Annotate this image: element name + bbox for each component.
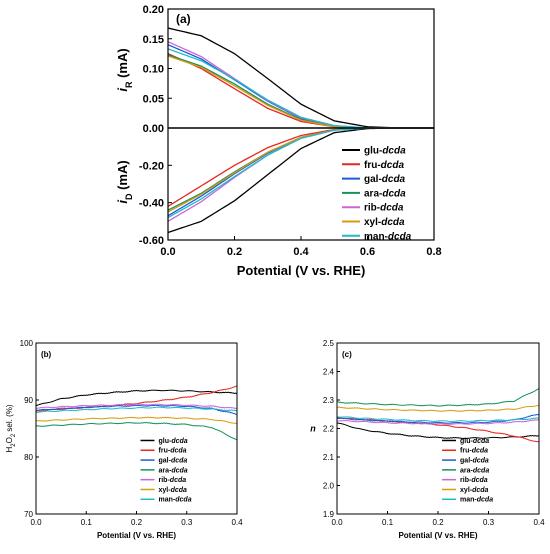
xtick-label: 0.1 — [81, 518, 93, 527]
legend-label-man-dcda: man-dcda — [364, 231, 412, 242]
xtick-label: 0.1 — [382, 518, 394, 527]
ytick-label: 2.4 — [323, 368, 335, 377]
panel-label-a: (a) — [176, 12, 191, 26]
series-rib-dcda — [336, 419, 540, 425]
axes-frame — [336, 342, 540, 515]
y-axis-label-iR: iR (mA) — [115, 48, 134, 91]
legend-label-gal-dcda: gal-dcda — [159, 458, 188, 465]
xtick-label: 0.3 — [483, 518, 495, 527]
series-glu-dcda — [336, 422, 540, 440]
ytick-label-iR: 0.05 — [143, 93, 164, 105]
panel-c: 1.9 2.0 2.1 2.2 2.3 2.4 2.5 0.0 0.1 0.2 0.3 0.4 (c) P… — [310, 339, 545, 540]
series-gal-dcda — [35, 404, 238, 415]
x-axis-label: Potential (V vs. RHE) — [97, 531, 176, 540]
series-iR-glu-dcda — [167, 27, 434, 129]
legend-label-glu-dcda: glu-dcda — [460, 438, 489, 445]
series-fru-dcda — [336, 416, 540, 443]
legend-label-man-dcda: man-dcda — [159, 497, 192, 504]
xtick-label: 0.3 — [181, 518, 193, 527]
panel-b: 70 80 90 100 0.0 0.1 0.2 0.3 0.4 (b) Potential (V … — [5, 339, 243, 540]
series-rib-dcda — [35, 403, 238, 410]
ytick-label: 2.1 — [323, 453, 335, 462]
x-axis-label: Potential (V vs. RHE) — [398, 531, 477, 540]
legend-label-rib-dcda: rib-dcda — [159, 477, 187, 484]
panel-a: 0.00 0.05 0.10 0.15 0.20 -0.60 -0.40 -0.20 0.0 0.… — [115, 4, 442, 278]
legend-label-fru-dcda: fru-dcda — [159, 448, 187, 455]
ytick-label-iD: -0.60 — [139, 235, 164, 247]
xtick-label-a: 0.2 — [227, 246, 242, 258]
ytick-label-iD: -0.40 — [139, 198, 164, 210]
ytick-label-iR: 0.10 — [143, 64, 164, 76]
xtick-label: 0.2 — [131, 518, 143, 527]
legend-label-ara-dcda: ara-dcda — [364, 188, 406, 199]
legend-label-glu-dcda: glu-dcda — [364, 146, 406, 157]
series-glu-dcda — [35, 389, 238, 407]
ytick-label: 1.9 — [323, 510, 335, 519]
ytick-label: 2.0 — [323, 482, 335, 491]
legend-label-gal-dcda: gal-dcda — [364, 174, 406, 185]
panel-label: (b) — [41, 350, 52, 359]
series-xyl-dcda — [336, 404, 540, 412]
ytick-label: 2.3 — [323, 396, 335, 405]
xtick-label: 0.0 — [30, 518, 42, 527]
xtick-label-a: 0.6 — [360, 246, 375, 258]
xtick-label: 0.4 — [231, 518, 243, 527]
ytick-label-iD: -0.20 — [139, 160, 164, 172]
series-man-dcda — [35, 406, 238, 413]
legend-label-xyl-dcda: xyl-dcda — [159, 487, 188, 494]
legend-label-ara-dcda: ara-dcda — [460, 467, 489, 474]
y-axis-label-iD: iD (mA) — [115, 160, 134, 203]
ytick-label: 70 — [24, 510, 33, 519]
axes-frame — [35, 342, 238, 515]
legend-label-rib-dcda: rib-dcda — [364, 203, 404, 214]
panel-label: (c) — [342, 350, 352, 359]
series-xyl-dcda — [35, 416, 238, 424]
series-iR-gal-dcda — [167, 44, 434, 129]
series-iR-rib-dcda — [167, 41, 434, 129]
xtick-label-a: 0.0 — [160, 246, 175, 258]
xtick-label: 0.4 — [533, 518, 545, 527]
ytick-label: 2.5 — [323, 339, 335, 348]
legend-label-gal-dcda: gal-dcda — [460, 458, 489, 465]
legend-label-fru-dcda: fru-dcda — [364, 160, 404, 171]
series-man-dcda — [336, 416, 540, 422]
legend-label-xyl-dcda: xyl-dcda — [364, 217, 405, 228]
series-ara-dcda — [35, 421, 238, 441]
legend-label-ara-dcda: ara-dcda — [159, 467, 188, 474]
ytick-label-iR: 0.20 — [143, 4, 164, 16]
y-axis-label: H2O2 sel. (%) — [5, 404, 17, 452]
series-gal-dcda — [337, 413, 540, 424]
ytick-label: 80 — [24, 453, 33, 462]
x-axis-label-a: Potential (V vs. RHE) — [237, 263, 366, 278]
xtick-label-a: 0.4 — [293, 246, 309, 258]
legend-label-rib-dcda: rib-dcda — [460, 477, 488, 484]
series-ara-dcda — [336, 388, 540, 407]
legend-label-xyl-dcda: xyl-dcda — [460, 487, 489, 494]
xtick-label: 0.2 — [432, 518, 444, 527]
ytick-label: 2.2 — [323, 425, 335, 434]
ytick-label-iR: 0.15 — [143, 34, 164, 46]
ytick-label-iR: 0.00 — [143, 123, 164, 135]
xtick-label: 0.0 — [331, 518, 343, 527]
legend-label-glu-dcda: glu-dcda — [159, 438, 188, 445]
y-axis-label: n — [310, 424, 316, 434]
xtick-label-a: 0.8 — [426, 246, 441, 258]
legend-label-man-dcda: man-dcda — [460, 497, 493, 504]
ytick-label: 90 — [24, 396, 33, 405]
legend-label-fru-dcda: fru-dcda — [460, 448, 488, 455]
ytick-label: 100 — [20, 339, 34, 348]
